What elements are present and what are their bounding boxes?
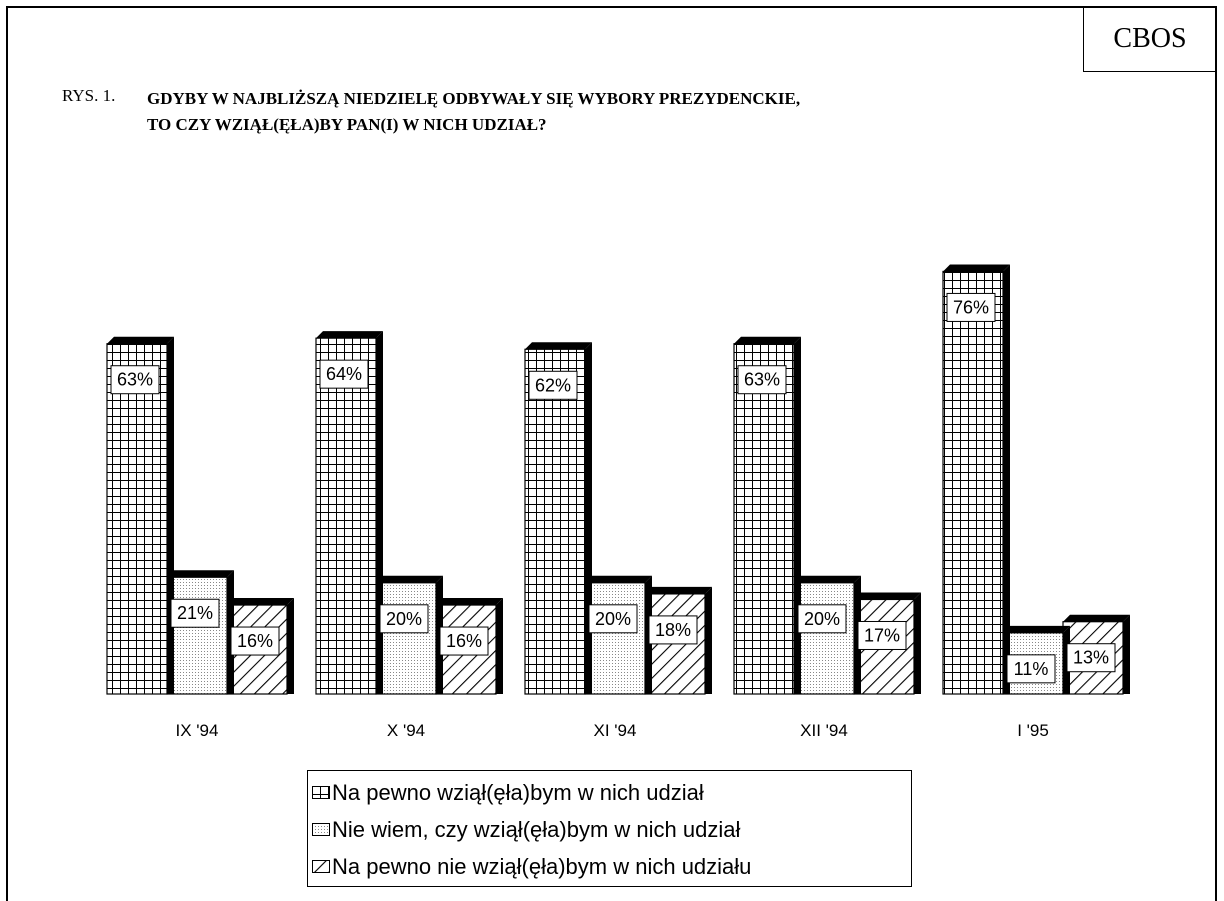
bar-top	[854, 592, 921, 600]
legend-item-sure-no: Na pewno nie wziął(ęła)bym w nich udział…	[312, 848, 911, 885]
legend-label: Na pewno nie wziął(ęła)bym w nich udział…	[332, 853, 752, 879]
bar-top	[1003, 625, 1070, 633]
data-label-box	[379, 604, 429, 634]
data-label-box	[588, 604, 638, 634]
data-label: 21%	[177, 603, 213, 623]
bar-top	[376, 575, 443, 583]
x-tick-label: XI '94	[594, 721, 637, 740]
x-tick-label: IX '94	[176, 721, 219, 740]
bar	[106, 343, 168, 695]
data-label-box	[648, 615, 698, 645]
data-label-box	[230, 626, 280, 656]
bar-group: 63% 21% 16% IX '94	[106, 336, 294, 740]
legend-swatch-grid-icon	[312, 786, 330, 799]
data-label: 76%	[953, 297, 989, 317]
bar-side	[167, 336, 174, 694]
bar-top	[734, 336, 801, 344]
bar-side	[794, 336, 801, 694]
data-label: 63%	[744, 370, 780, 390]
bar-side	[585, 342, 592, 694]
figure-label: RYS. 1.	[62, 86, 116, 105]
bar-side	[1003, 264, 1010, 694]
data-label: 18%	[655, 620, 691, 640]
bar	[584, 582, 646, 695]
bar-side	[914, 592, 921, 694]
bar-group: 62% 20% 18% XI '94	[524, 342, 712, 740]
bar-group: 64% 20% 16% X '94	[315, 331, 503, 740]
data-label: 63%	[117, 370, 153, 390]
legend-item-dont-know: Nie wiem, czy wziął(ęła)bym w nich udzia…	[312, 811, 911, 848]
bar-side	[287, 598, 294, 694]
data-label-box	[319, 359, 369, 389]
bar-side	[496, 598, 503, 694]
data-label-box	[737, 365, 787, 395]
bar	[166, 576, 228, 695]
bar-side	[376, 331, 383, 694]
legend-item-sure-yes: Na pewno wziął(ęła)bym w nich udział	[312, 774, 911, 811]
bar	[942, 270, 1004, 695]
chart-title-line-2: TO CZY WZIĄŁ(ĘŁA)BY PAN(I) W NICH UDZIAŁ…	[147, 115, 547, 134]
data-label-box	[528, 370, 578, 400]
bar	[524, 348, 586, 695]
chart-title-line-1: GDYBY W NAJBLIŻSZĄ NIEDZIELĘ ODBYWAŁY SI…	[147, 89, 801, 108]
brand-box: CBOS	[1083, 7, 1216, 72]
x-tick-label: I '95	[1017, 721, 1049, 740]
data-label-box	[1066, 643, 1116, 673]
bars-layer: 63% 21% 16% IX '94 64% 20% 16% X '94 62% 20% 18% XI…	[106, 264, 1130, 740]
data-label-box	[170, 598, 220, 628]
bar-top	[525, 342, 592, 350]
data-label: 11%	[1014, 659, 1049, 679]
bar	[315, 337, 377, 695]
legend: Na pewno wziął(ęła)bym w nich udział Nie…	[307, 770, 912, 887]
data-label: 13%	[1073, 648, 1109, 668]
bar-top	[585, 575, 652, 583]
bar-top	[227, 598, 294, 606]
bar-side	[705, 586, 712, 694]
bar-top	[943, 264, 1010, 272]
x-tick-label: XII '94	[800, 721, 848, 740]
data-label-box	[1006, 654, 1056, 684]
bar-side	[1123, 614, 1130, 694]
data-label: 20%	[804, 609, 840, 629]
bar-top	[436, 598, 503, 606]
bar-top	[167, 570, 234, 578]
bar-group: 76% 11% 13% I '95	[942, 264, 1130, 740]
data-label: 17%	[864, 625, 900, 645]
data-label-box	[110, 365, 160, 395]
legend-label: Nie wiem, czy wziął(ęła)bym w nich udzia…	[332, 816, 741, 842]
legend-label: Na pewno wziął(ęła)bym w nich udział	[332, 779, 704, 805]
data-label: 64%	[326, 364, 362, 384]
chart-title: GDYBY W NAJBLIŻSZĄ NIEDZIELĘ ODBYWAŁY SI…	[147, 86, 907, 138]
bar	[793, 582, 855, 695]
data-label-box	[797, 604, 847, 634]
legend-swatch-hatch-icon	[312, 860, 330, 873]
legend-swatch-dots-icon	[312, 823, 330, 836]
bar-group: 63% 20% 17% XII '94	[733, 336, 921, 740]
data-label: 62%	[535, 375, 571, 395]
bar-top	[645, 586, 712, 594]
data-label: 16%	[237, 631, 273, 651]
bar	[375, 582, 437, 695]
data-label: 16%	[446, 631, 482, 651]
data-label-box	[946, 292, 996, 322]
data-label-box	[857, 620, 907, 650]
figure-frame	[6, 6, 1217, 901]
bar-top	[107, 336, 174, 344]
bar	[733, 343, 795, 695]
data-label-box	[439, 626, 489, 656]
x-tick-label: X '94	[387, 721, 425, 740]
data-label: 20%	[595, 609, 631, 629]
bar-top	[1063, 614, 1130, 622]
data-label: 20%	[386, 609, 422, 629]
bar-top	[316, 331, 383, 339]
bar-top	[794, 575, 861, 583]
